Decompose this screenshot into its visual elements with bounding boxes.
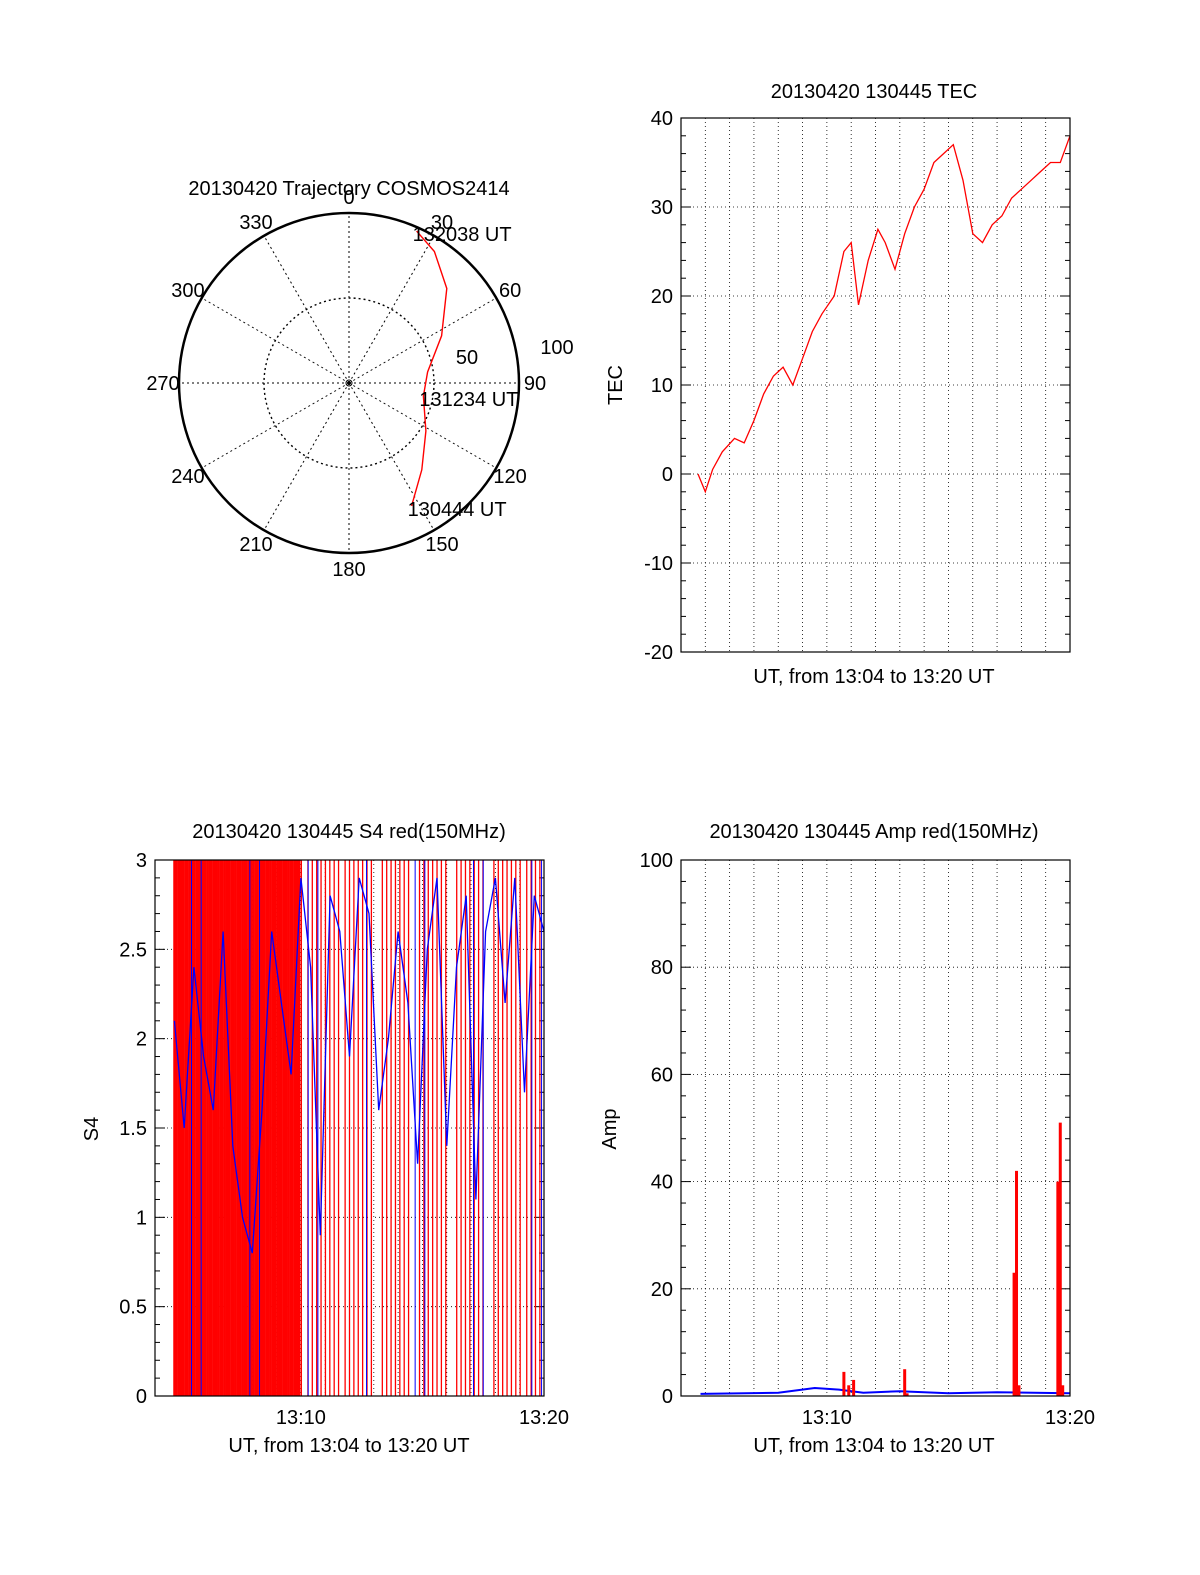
trajectory-line: [410, 230, 448, 507]
polar-radius-label: 50: [456, 347, 478, 369]
y-tick-label: 30: [651, 197, 673, 219]
y-tick-label: 1.5: [119, 1118, 147, 1140]
tec-series-line: [697, 135, 1071, 494]
y-tick-label: -20: [644, 642, 673, 664]
polar-azimuth-label: 210: [239, 534, 272, 556]
s4-title: 20130420 130445 S4 red(150MHz): [192, 821, 506, 843]
y-tick-label: 60: [651, 1064, 673, 1086]
y-tick-label: 0: [136, 1386, 147, 1408]
polar-azimuth-label: 300: [171, 280, 204, 302]
polar-spoke: [263, 382, 350, 531]
trajectory-time-label: 132038 UT: [413, 224, 512, 246]
plot-frame: [154, 859, 545, 1397]
x-tick-label: 13:20: [1045, 1407, 1095, 1429]
s4-x-axis-label: UT, from 13:04 to 13:20 UT: [228, 1435, 469, 1457]
amp-y-axis-label: Amp: [599, 1108, 621, 1149]
trajectory-time-label: 131234 UT: [419, 389, 518, 411]
tec-title: 20130420 130445 TEC: [771, 81, 977, 103]
tec-y-axis-label: TEC: [605, 365, 627, 405]
trajectory-time-label: 130444 UT: [408, 499, 507, 521]
tec-x-axis-label: UT, from 13:04 to 13:20 UT: [753, 666, 994, 688]
amp-x-axis-label: UT, from 13:04 to 13:20 UT: [753, 1435, 994, 1457]
y-tick-label: 40: [651, 108, 673, 130]
x-tick-label: 13:10: [802, 1407, 852, 1429]
polar-azimuth-label: 270: [146, 373, 179, 395]
polar-spoke: [348, 235, 435, 384]
y-tick-label: 40: [651, 1172, 673, 1194]
polar-azimuth-label: 330: [239, 212, 272, 234]
polar-azimuth-label: 180: [332, 559, 365, 581]
polar-spoke: [348, 297, 497, 384]
polar-outer-ring: [177, 211, 521, 555]
y-tick-label: 2.5: [119, 939, 147, 961]
y-tick-label: 100: [640, 850, 673, 872]
x-tick-label: 13:10: [276, 1407, 326, 1429]
y-tick-label: 20: [651, 286, 673, 308]
y-tick-label: 3: [136, 850, 147, 872]
amp-panel: 20130420 130445 Amp red(150MHz) UT, from…: [599, 821, 1095, 1457]
polar-azimuth-label: 120: [493, 466, 526, 488]
polar-azimuth-label: 0: [343, 187, 354, 209]
y-tick-label: 0: [662, 1386, 673, 1408]
polar-spoke: [201, 297, 350, 384]
y-tick-label: 0.5: [119, 1297, 147, 1319]
y-tick-label: -10: [644, 553, 673, 575]
polar-azimuth-label: 60: [499, 280, 521, 302]
series-group: [173, 860, 545, 1396]
polar-labels: 0 30 60 90 120 150 180 210 240 270 300 330 50 100: [146, 187, 573, 581]
series-group: [697, 135, 1071, 494]
y-tick-label: 0: [662, 464, 673, 486]
polar-spoke: [348, 382, 435, 531]
polar-azimuth-label: 240: [171, 466, 204, 488]
polar-radius-label: 100: [540, 337, 573, 359]
s4-panel: 20130420 130445 S4 red(150MHz) UT, from …: [81, 821, 569, 1457]
polar-spoke: [348, 382, 497, 469]
y-tick-label: 10: [651, 375, 673, 397]
y-tick-label: 80: [651, 957, 673, 979]
polar-spoke: [201, 382, 350, 469]
polar-title: 20130420 Trajectory COSMOS2414: [188, 178, 509, 200]
polar-azimuth-label: 90: [524, 373, 546, 395]
polar-series: 130444 UT 131234 UT 132038 UT: [408, 224, 519, 521]
x-tick-label: 13:20: [519, 1407, 569, 1429]
series-group: [700, 1122, 1071, 1396]
s4-plot-area: 0 0.5 1 1.5 2 2.5 3 13:10 13:20: [119, 850, 569, 1429]
polar-azimuth-label: 30: [431, 212, 453, 234]
polar-grid: [177, 211, 521, 555]
polar-spoke: [263, 235, 350, 384]
amp-plot-area: 0 20 40 60 80 100 13:10 13:20: [640, 850, 1095, 1429]
plot-frame: [680, 859, 1071, 1397]
s4-blue-line: [173, 877, 545, 1254]
y-tick-label: 20: [651, 1279, 673, 1301]
tec-panel: 20130420 130445 TEC UT, from 13:04 to 13…: [605, 81, 1071, 688]
polar-center-mark: [345, 379, 353, 387]
tec-plot-area: -20 -10 0 10 20 30 40: [644, 108, 1071, 664]
amp-title: 20130420 130445 Amp red(150MHz): [709, 821, 1038, 843]
s4-y-axis-label: S4: [81, 1117, 103, 1141]
y-tick-label: 2: [136, 1029, 147, 1051]
trajectory-polar-panel: 20130420 Trajectory COSMOS2414 0 30 60 90 12…: [146, 178, 573, 581]
polar-azimuth-label: 150: [425, 534, 458, 556]
plot-frame: [680, 117, 1071, 653]
y-tick-label: 1: [136, 1207, 147, 1229]
